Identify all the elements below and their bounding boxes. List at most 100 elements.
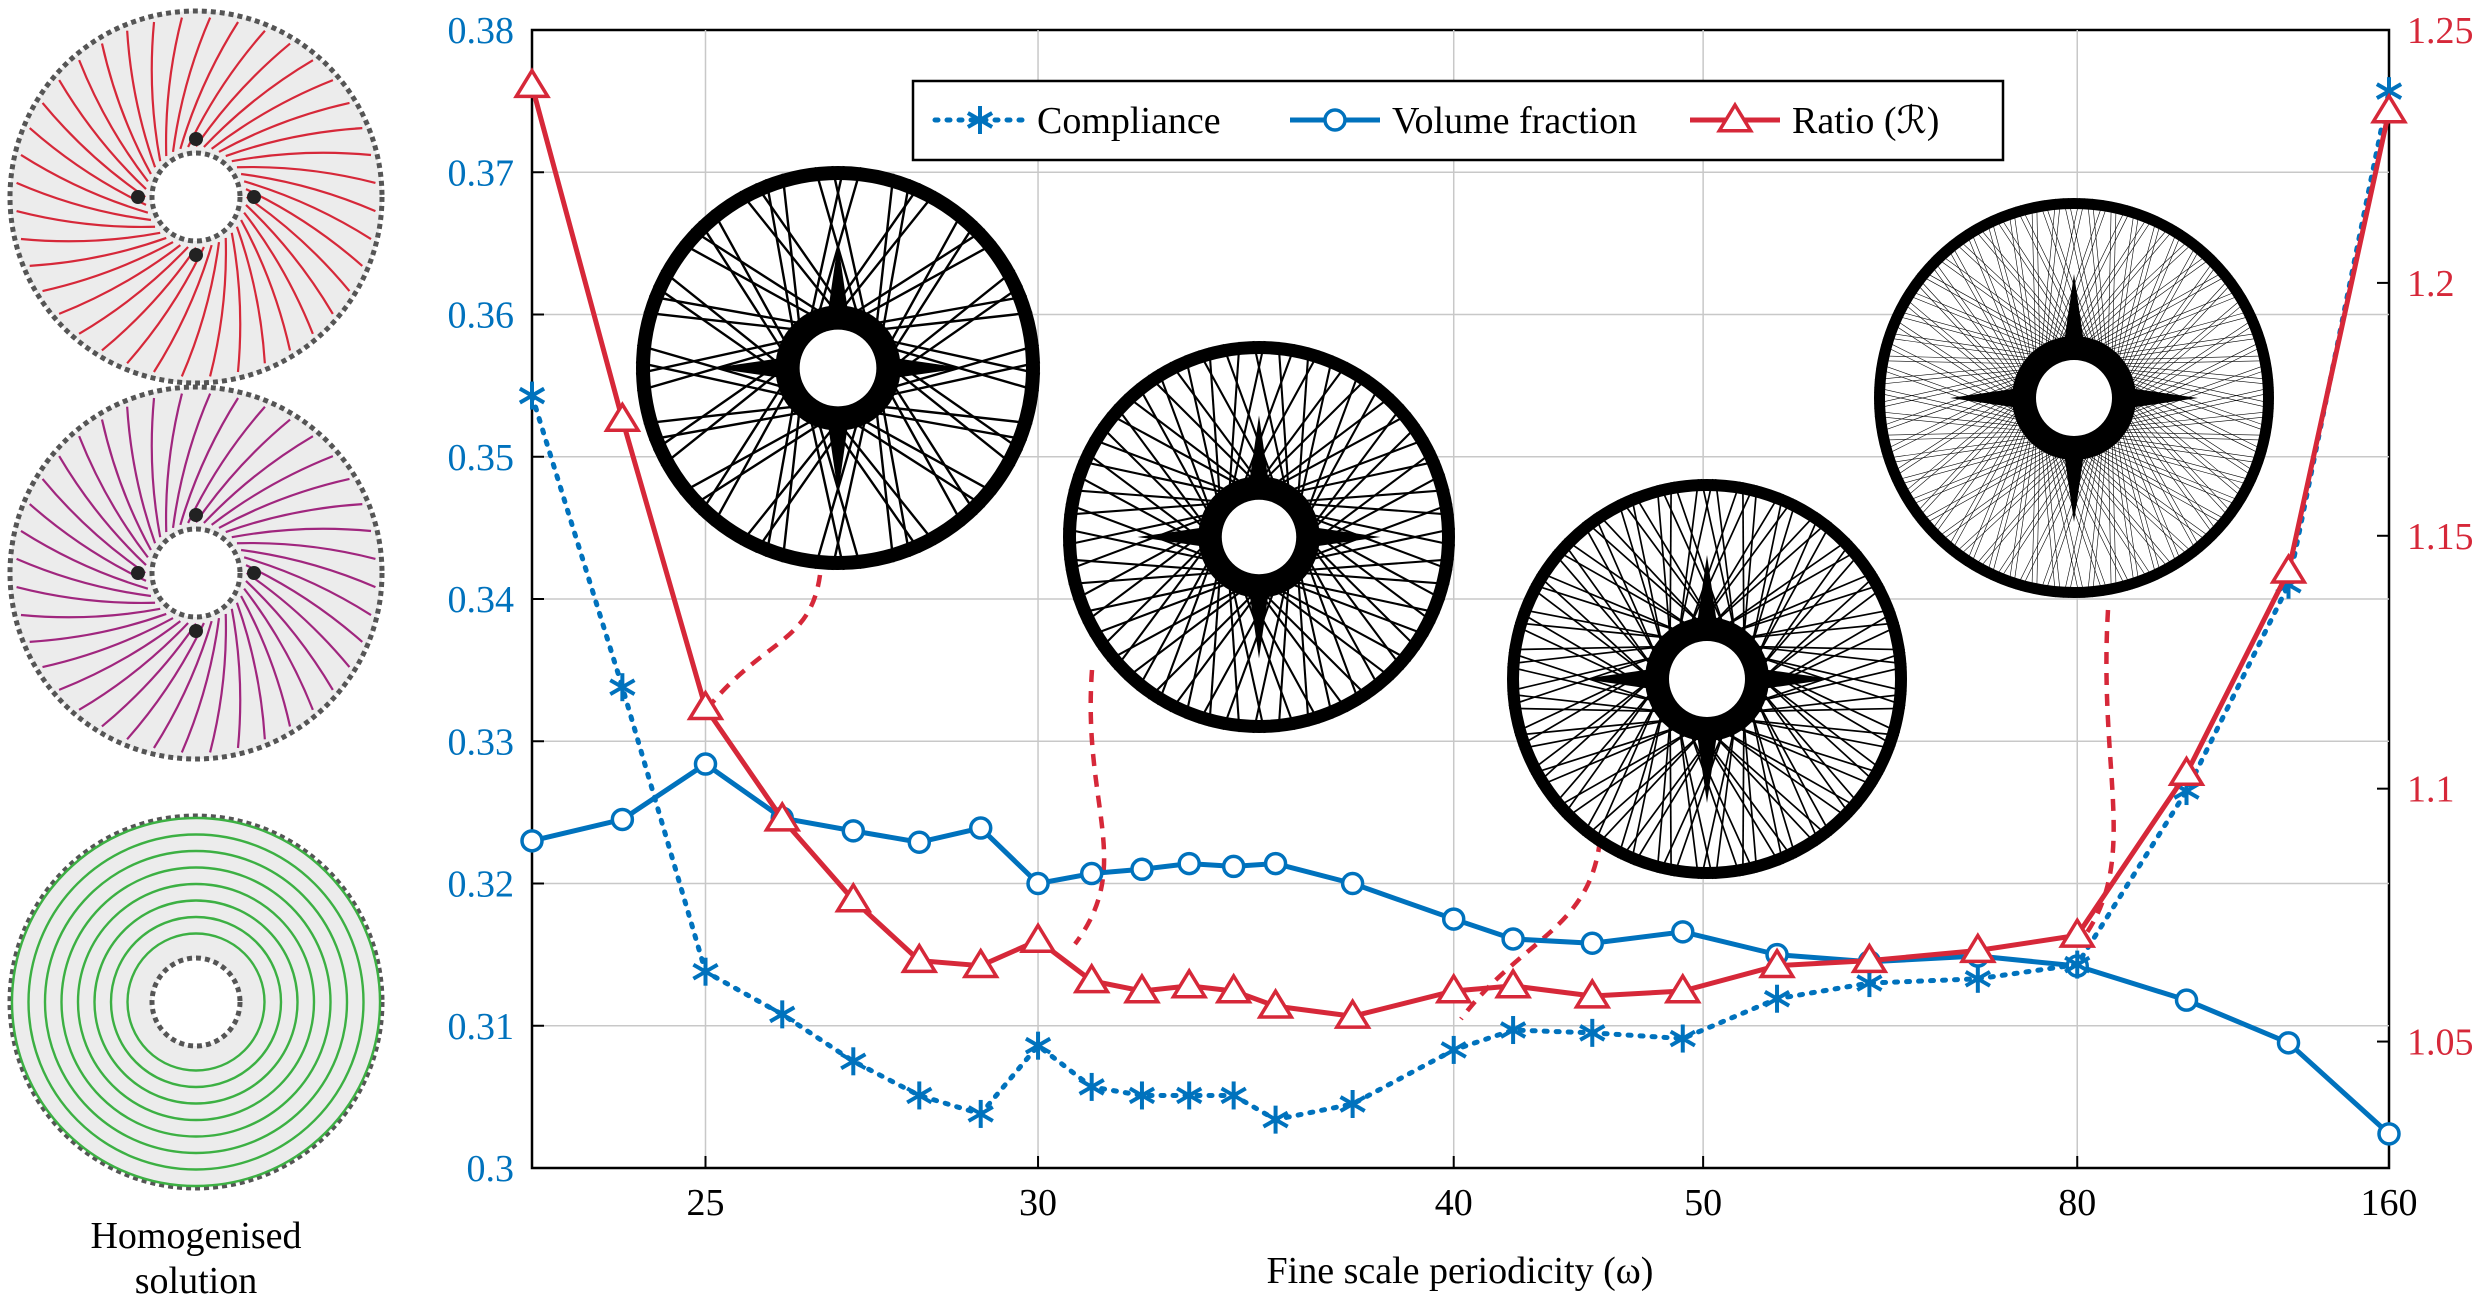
triangle-marker bbox=[1850, 942, 1889, 974]
left-tick-label: 0.36 bbox=[448, 295, 515, 337]
inset-wheel-design bbox=[635, 165, 1041, 571]
asterisk-marker bbox=[1078, 1072, 1105, 1101]
circle-marker bbox=[841, 819, 866, 843]
triangle-marker bbox=[1573, 977, 1612, 1009]
streamline-disk-bottom bbox=[7, 813, 385, 1191]
legend-label: Volume fraction bbox=[1392, 100, 1637, 142]
triangle-marker bbox=[1663, 972, 1702, 1004]
left-tick-label: 0.37 bbox=[448, 152, 515, 194]
triangle-marker bbox=[763, 800, 802, 832]
circle-marker bbox=[968, 816, 993, 840]
side-caption-line1: Homogenised bbox=[90, 1215, 301, 1257]
triangle-marker bbox=[1758, 947, 1796, 979]
asterisk-marker bbox=[692, 957, 719, 986]
series-compliance bbox=[518, 77, 2403, 1134]
right-tick-label: 1.05 bbox=[2407, 1022, 2474, 1064]
circle-marker bbox=[2174, 988, 2199, 1012]
asterisk-marker bbox=[1440, 1035, 1467, 1064]
left-tick-label: 0.38 bbox=[448, 10, 515, 52]
asterisk-marker bbox=[1669, 1024, 1696, 1053]
right-axis-ticks: 1.05 1.1 1.15 1.2 1.25 bbox=[2377, 10, 2474, 1064]
left-tick-label: 0.3 bbox=[467, 1148, 515, 1190]
legend-label: Ratio (ℛ) bbox=[1792, 100, 1939, 142]
asterisk-marker bbox=[518, 381, 546, 410]
asterisk-marker bbox=[609, 673, 636, 702]
asterisk-marker bbox=[1579, 1018, 1606, 1047]
left-tick-label: 0.34 bbox=[448, 579, 515, 621]
left-tick-label: 0.31 bbox=[448, 1006, 515, 1048]
triangle-marker bbox=[900, 942, 939, 974]
legend-label: Compliance bbox=[1037, 100, 1221, 142]
left-axis-ticks: 0.3 0.31 0.32 0.33 0.34 0.35 0.36 0.37 0.38 bbox=[448, 10, 544, 1190]
side-caption-line2: solution bbox=[135, 1260, 257, 1302]
legend-entry: Ratio (ℛ) bbox=[1690, 100, 1939, 142]
triangle-marker bbox=[2269, 552, 2308, 584]
triangle-marker bbox=[1494, 967, 1532, 999]
legend-box bbox=[911, 79, 2005, 162]
asterisk-marker bbox=[1024, 1031, 1052, 1060]
circle-marker bbox=[693, 752, 718, 776]
triangle-marker bbox=[1333, 997, 1372, 1029]
right-tick-label: 1.1 bbox=[2407, 769, 2455, 811]
triangle-marker bbox=[1958, 932, 1997, 964]
left-tick-label: 0.33 bbox=[448, 721, 515, 763]
circle-marker bbox=[907, 830, 932, 854]
design-insets bbox=[635, 165, 2274, 880]
inset-connector bbox=[1459, 839, 1603, 1021]
circle-marker bbox=[2377, 1122, 2401, 1146]
streamline-disk-middle bbox=[7, 384, 385, 762]
circle-marker bbox=[1079, 861, 1104, 886]
triangle-marker bbox=[834, 881, 873, 913]
asterisk-marker bbox=[1763, 984, 1791, 1013]
asterisk-marker bbox=[1176, 1081, 1203, 1110]
triangle-marker bbox=[1072, 962, 1111, 994]
x-tick-label: 30 bbox=[1019, 1182, 1057, 1224]
triangle-marker bbox=[1170, 967, 1209, 999]
asterisk-marker bbox=[1220, 1081, 1247, 1110]
asterisk-marker bbox=[2064, 950, 2091, 979]
legend-entry: Volume fraction bbox=[1290, 100, 1637, 142]
circle-marker bbox=[520, 829, 544, 853]
asterisk-marker bbox=[1499, 1016, 1527, 1045]
x-tick-label: 50 bbox=[1684, 1182, 1722, 1224]
triangle-marker bbox=[961, 947, 1000, 979]
circle-marker bbox=[610, 807, 635, 832]
x-axis-label: Fine scale periodicity (ω) bbox=[1267, 1250, 1654, 1292]
circle-marker bbox=[1130, 857, 1154, 882]
circle-marker bbox=[1580, 931, 1605, 955]
x-tick-label: 160 bbox=[2361, 1182, 2418, 1224]
x-axis-ticks: 25 30 40 50 80 160 bbox=[687, 1156, 2418, 1224]
triangle-marker bbox=[1214, 972, 1253, 1004]
asterisk-marker bbox=[966, 106, 994, 134]
circle-marker bbox=[1441, 907, 1466, 931]
triangle-marker bbox=[1434, 972, 1473, 1004]
asterisk-marker bbox=[769, 1000, 796, 1029]
circle-marker bbox=[1263, 851, 1288, 876]
series-ratio bbox=[513, 67, 2408, 1029]
legend-entry: Compliance bbox=[932, 100, 1221, 142]
inset-connector bbox=[1073, 669, 1107, 946]
series-line bbox=[531, 761, 2391, 1136]
asterisk-marker bbox=[906, 1081, 933, 1110]
homogenised-solution-panels bbox=[7, 8, 385, 1191]
series-volume bbox=[520, 752, 2401, 1146]
x-tick-label: 40 bbox=[1435, 1182, 1473, 1224]
inset-wheel-design bbox=[1874, 198, 2274, 598]
triangle-marker bbox=[1019, 922, 1057, 953]
circle-marker bbox=[2276, 1031, 2301, 1055]
asterisk-marker bbox=[1262, 1105, 1289, 1134]
circle-marker bbox=[1340, 871, 1365, 896]
triangle-marker bbox=[1256, 987, 1295, 1019]
asterisk-marker bbox=[1964, 964, 1991, 993]
asterisk-marker bbox=[1856, 969, 1883, 998]
x-tick-label: 80 bbox=[2058, 1182, 2096, 1224]
triangle-marker bbox=[2167, 755, 2206, 787]
triangle-marker bbox=[603, 401, 642, 432]
triangle-marker bbox=[686, 689, 725, 721]
circle-marker bbox=[1323, 108, 1347, 132]
inset-wheel-design bbox=[1062, 340, 1456, 734]
asterisk-marker bbox=[1128, 1081, 1156, 1110]
triangle-marker bbox=[2370, 92, 2408, 124]
left-tick-label: 0.32 bbox=[448, 864, 515, 906]
